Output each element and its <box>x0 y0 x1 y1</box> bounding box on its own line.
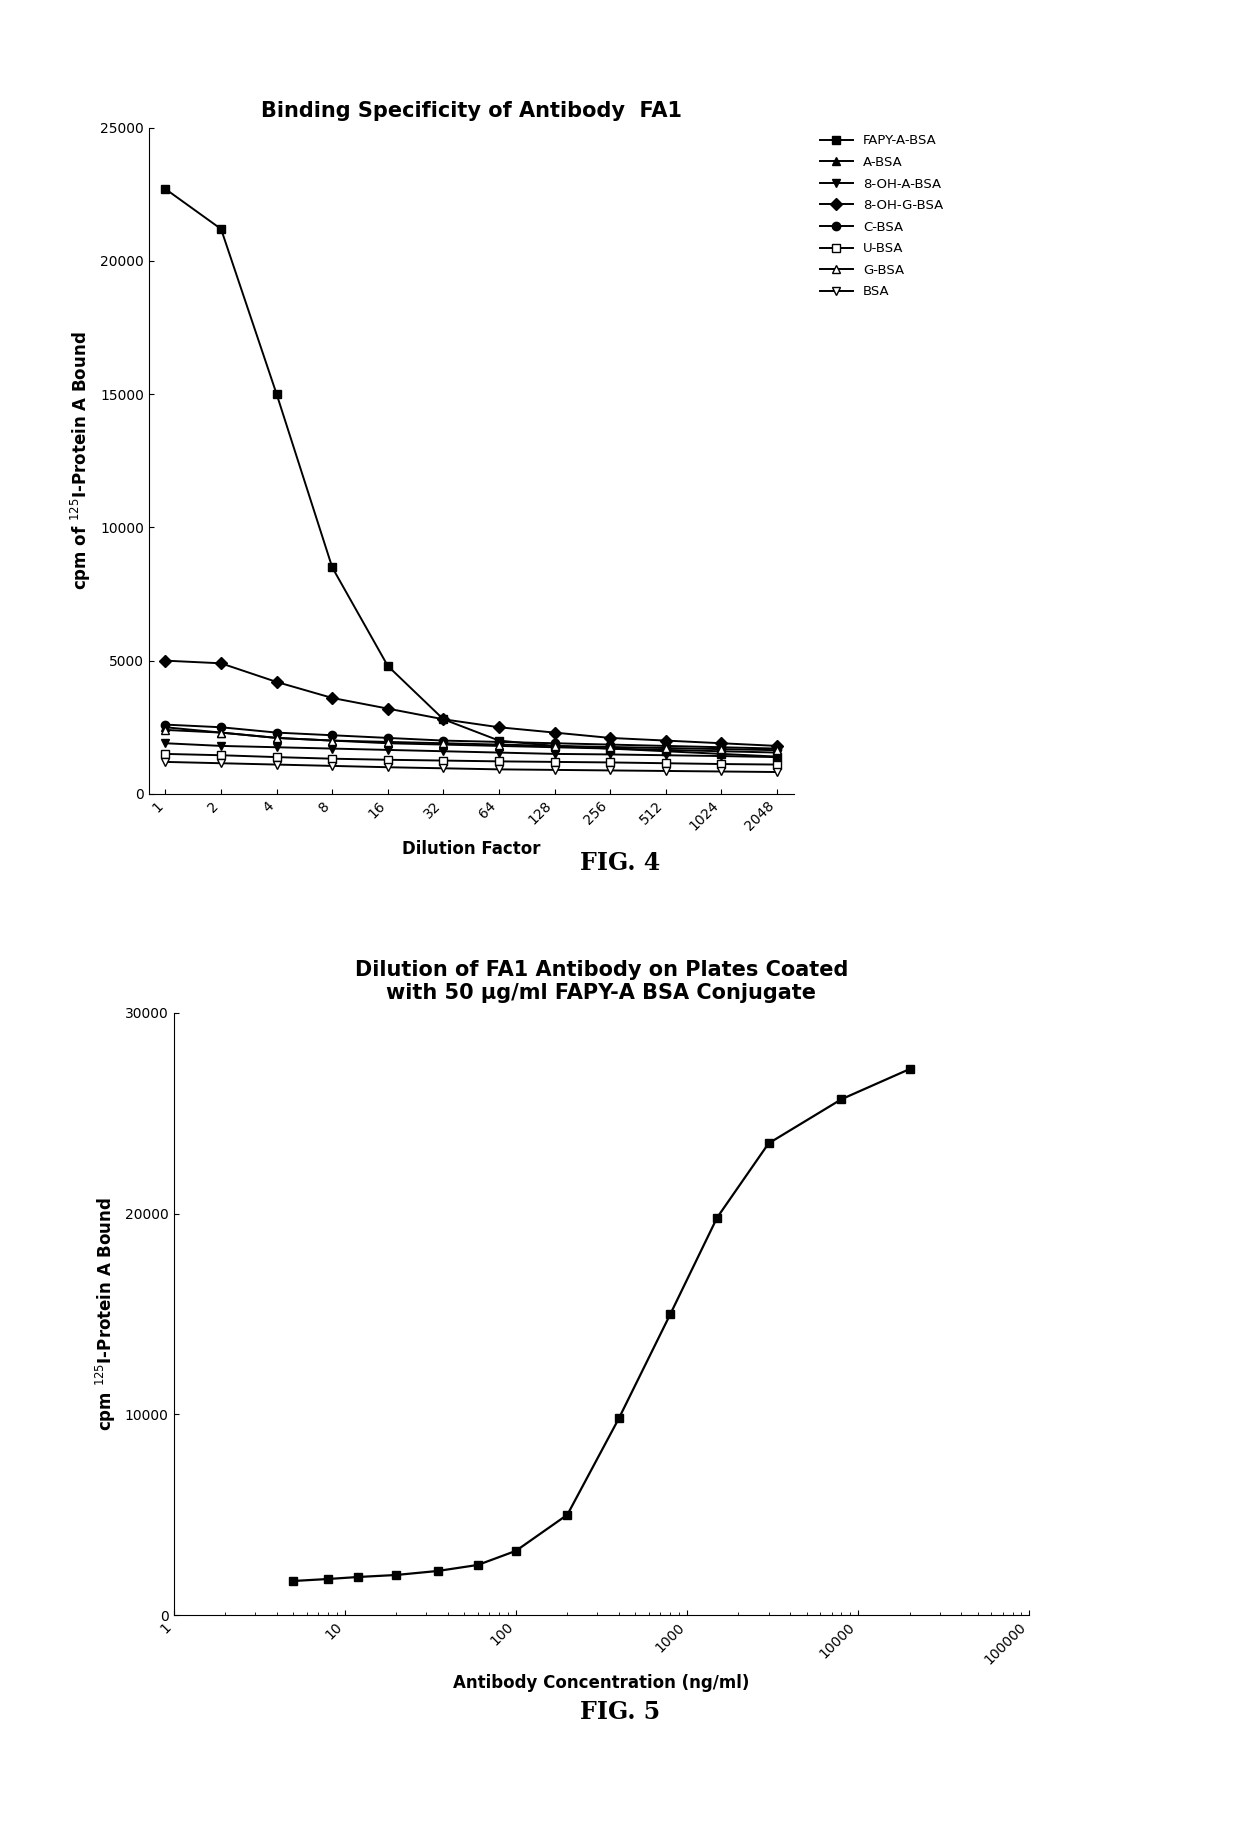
Text: FIG. 5: FIG. 5 <box>580 1699 660 1725</box>
Y-axis label: cpm of $^{125}$I-Protein A Bound: cpm of $^{125}$I-Protein A Bound <box>69 332 93 589</box>
X-axis label: Dilution Factor: Dilution Factor <box>402 841 541 858</box>
Y-axis label: cpm $^{125}$I-Protein A Bound: cpm $^{125}$I-Protein A Bound <box>94 1197 118 1431</box>
X-axis label: Antibody Concentration (ng/ml): Antibody Concentration (ng/ml) <box>453 1674 750 1692</box>
Title: Binding Specificity of Antibody  FA1: Binding Specificity of Antibody FA1 <box>260 100 682 120</box>
Text: FIG. 4: FIG. 4 <box>580 850 660 876</box>
Legend: FAPY-A-BSA, A-BSA, 8-OH-A-BSA, 8-OH-G-BSA, C-BSA, U-BSA, G-BSA, BSA: FAPY-A-BSA, A-BSA, 8-OH-A-BSA, 8-OH-G-BS… <box>820 135 944 297</box>
Title: Dilution of FA1 Antibody on Plates Coated
with 50 μg/ml FAPY-A BSA Conjugate: Dilution of FA1 Antibody on Plates Coate… <box>355 960 848 1004</box>
